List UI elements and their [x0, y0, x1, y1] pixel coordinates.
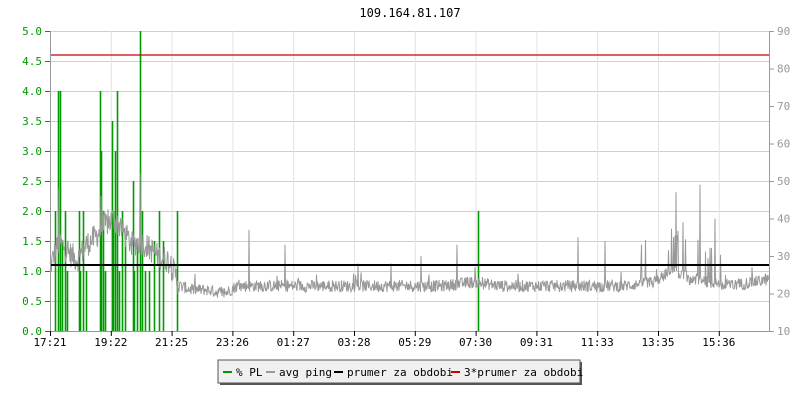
- grid: [50, 31, 769, 332]
- left-tick-label: 3.0: [22, 145, 42, 158]
- avg-ping-line: [49, 173, 770, 298]
- right-tick-label: 40: [777, 213, 790, 226]
- avg-ping-path: [49, 173, 770, 298]
- left-tick-label: 1.0: [22, 265, 42, 278]
- legend: % PL avg ping prumer za obdobi 3*prumer za …: [217, 359, 583, 385]
- right-tick-label: 60: [777, 138, 790, 151]
- x-tick-label: 09:31: [520, 336, 553, 349]
- x-tick-label: 11:33: [581, 336, 614, 349]
- x-tick-label: 15:36: [702, 336, 735, 349]
- legend-label: 3*prumer za obdobi: [464, 366, 583, 379]
- left-tick-label: 2.0: [22, 205, 42, 218]
- left-tick-label: 1.5: [22, 235, 42, 248]
- right-tick-label: 30: [777, 250, 790, 263]
- right-tick-label: 50: [777, 175, 790, 188]
- x-tick-label: 23:26: [216, 336, 249, 349]
- x-tick-label: 19:22: [94, 336, 127, 349]
- legend-box: [217, 359, 581, 384]
- x-tick-label: 03:28: [337, 336, 370, 349]
- chart-title: 109.164.81.107: [359, 6, 460, 20]
- x-tick-label: 07:30: [459, 336, 492, 349]
- left-tick-label: 0.5: [22, 295, 42, 308]
- left-tick-label: 3.5: [22, 115, 42, 128]
- right-tick-label: 70: [777, 100, 790, 113]
- x-tick-label: 21:25: [155, 336, 188, 349]
- right-tick-label: 90: [777, 25, 790, 38]
- right-tick-label: 10: [777, 325, 790, 338]
- x-tick-label: 17:21: [33, 336, 66, 349]
- left-tick-label: 4.5: [22, 55, 42, 68]
- x-tick-label: 13:35: [641, 336, 674, 349]
- left-tick-label: 5.0: [22, 25, 42, 38]
- left-tick-label: 0.0: [22, 325, 42, 338]
- legend-label: % PL: [236, 366, 263, 379]
- legend-label: prumer za obdobi: [347, 366, 453, 379]
- left-tick-label: 2.5: [22, 175, 42, 188]
- x-tick-label: 01:27: [277, 336, 310, 349]
- right-tick-label: 80: [777, 63, 790, 76]
- axes: 0.0 0.5 1.0 1.5 2.0 2.5 3.0 3.5 4.0 4.5 5.0 10 20 30 4…: [22, 25, 790, 349]
- left-tick-label: 4.0: [22, 85, 42, 98]
- average-lines: [50, 54, 769, 266]
- legend-label: avg ping: [279, 366, 332, 379]
- right-tick-label: 20: [777, 288, 790, 301]
- x-tick-label: 05:29: [398, 336, 431, 349]
